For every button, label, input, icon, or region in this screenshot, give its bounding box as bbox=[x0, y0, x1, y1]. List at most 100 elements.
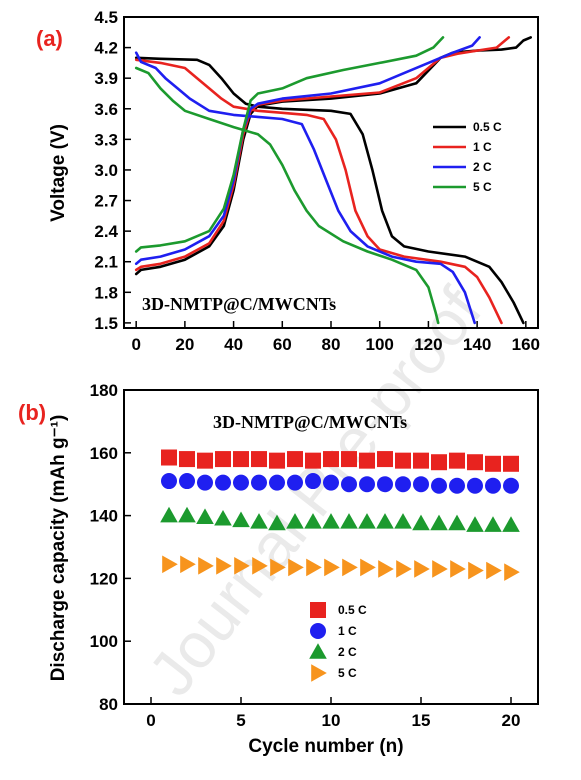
panel-a-ytick-label: 4.5 bbox=[94, 8, 118, 27]
panel-b-series-2-point bbox=[179, 473, 195, 490]
panel-b-series-2-point bbox=[395, 476, 411, 493]
panel-b-series-3-point bbox=[340, 513, 358, 529]
panel-a-legend: 0.5 C 1 C 2 C 5 C bbox=[433, 120, 502, 194]
panel-b-legend-marker bbox=[309, 643, 327, 659]
panel-b-series-3-point bbox=[268, 514, 286, 531]
panel-b-series-2-point bbox=[269, 474, 285, 491]
panel-b-legend-label: 1 C bbox=[338, 624, 357, 638]
panel-a-label: (a) bbox=[36, 26, 63, 51]
panel-a-series-4-charge-line bbox=[134, 36, 445, 253]
panel-b-legend-marker bbox=[310, 623, 326, 639]
panel-b-series-2-point bbox=[503, 477, 519, 494]
panel-b-series-3-point bbox=[448, 514, 466, 531]
panel-b-series-1-point bbox=[449, 452, 465, 469]
panel-b-series-2-point bbox=[377, 476, 393, 493]
panel-b-series-2-point bbox=[485, 477, 501, 494]
panel-b-series-4-point bbox=[252, 557, 268, 575]
panel-a-ytick-label: 2.7 bbox=[94, 192, 118, 211]
panel-a-legend-label: 0.5 C bbox=[473, 120, 502, 134]
panel-b-xtick-label: 5 bbox=[236, 711, 245, 730]
panel-b-series-4-point bbox=[288, 558, 304, 577]
panel-b-series-3-point bbox=[160, 506, 178, 523]
panel-a-ticks: 0 20 40 60 80 100 120 140 160 1.5 1.8 2.1 2.4 2.7 3.0 3… bbox=[94, 8, 540, 354]
panel-b-series-4-point bbox=[468, 561, 484, 580]
panel-b-series-1-point bbox=[179, 451, 195, 468]
panel-b-series-2-point bbox=[287, 474, 303, 491]
panel-b-series-1-point bbox=[269, 452, 285, 469]
panel-b-series-4-point bbox=[306, 558, 322, 577]
panel-b-series-3-point bbox=[322, 513, 340, 529]
panel-b-series-1-point bbox=[503, 455, 519, 472]
panel-b-series-4-point bbox=[216, 557, 232, 575]
panel-b-legend-label: 0.5 C bbox=[338, 603, 367, 617]
panel-b-xtick-label: 10 bbox=[322, 711, 341, 730]
panel-a-ytick-label: 2.4 bbox=[94, 222, 118, 241]
panel-b-series-3-point bbox=[412, 514, 430, 531]
panel-b-series-4-point bbox=[234, 557, 250, 575]
panel-b-series-4-point bbox=[432, 560, 448, 578]
panel-a-xtick-label: 40 bbox=[224, 335, 243, 354]
panel-b-series-4-point bbox=[360, 558, 376, 577]
panel-b-ylabel: Discharge capacity (mAh g⁻¹) bbox=[48, 415, 69, 682]
panel-a-ytick-label: 3.6 bbox=[94, 100, 118, 119]
panel-a-xtick-label: 140 bbox=[463, 335, 491, 354]
panel-a-xtick-label: 0 bbox=[131, 335, 140, 354]
panel-b-series-1-point bbox=[233, 451, 249, 468]
panel-b-ytick-label: 120 bbox=[90, 569, 118, 588]
panel-b-series-2-point bbox=[359, 476, 375, 493]
panel-b-xtick-label: 20 bbox=[502, 711, 521, 730]
panel-b-markers bbox=[160, 449, 520, 581]
panel-a-series-2-charge-line bbox=[134, 36, 511, 272]
panel-b-series-2-point bbox=[251, 474, 267, 491]
panel-a-xtick-label: 20 bbox=[175, 335, 194, 354]
panel-a-ytick-label: 4.2 bbox=[94, 39, 118, 58]
panel-b-series-4-point bbox=[414, 560, 430, 578]
panel-a-legend-label: 1 C bbox=[473, 140, 492, 154]
panel-b-series-2-point bbox=[161, 473, 177, 490]
panel-b-series-4-point bbox=[324, 558, 340, 577]
panel-b-series-1-point bbox=[161, 449, 177, 466]
panel-b-series-1-point bbox=[485, 455, 501, 472]
panel-b-series-4-point bbox=[198, 557, 214, 575]
panel-b-series-4-point bbox=[396, 560, 412, 578]
panel-b-series-1-point bbox=[305, 452, 321, 469]
panel-b-series-4-point bbox=[180, 555, 196, 574]
panel-b-ticks: 0 5 10 15 20 80 100 120 140 160 180 bbox=[90, 381, 521, 730]
panel-b-xtick-label: 15 bbox=[412, 711, 431, 730]
panel-a-legend-label: 2 C bbox=[473, 160, 492, 174]
panel-a-series-4-discharge-line bbox=[134, 66, 440, 325]
panel-b-series-3-point bbox=[394, 513, 412, 529]
panel-b-series-4-point bbox=[378, 560, 394, 578]
panel-b-series-1-point bbox=[359, 452, 375, 469]
panel-b-series-3-point bbox=[304, 513, 322, 529]
panel-b-series-1-point bbox=[413, 452, 429, 469]
panel-a-series-3-discharge-line bbox=[134, 51, 476, 325]
panel-a-legend-label: 5 C bbox=[473, 180, 492, 194]
panel-b-series-3-point bbox=[484, 516, 502, 532]
panel-a-series-1-discharge-line bbox=[134, 56, 525, 325]
panel-b-series-3-point bbox=[502, 516, 520, 532]
panel-b-series-3-point bbox=[376, 513, 394, 529]
panel-b-xlabel: Cycle number (n) bbox=[248, 736, 403, 757]
panel-b-series-2-point bbox=[467, 477, 483, 494]
panel-b-inset-label: 3D-NMTP@C/MWCNTs bbox=[213, 412, 407, 432]
panel-b-series-2-point bbox=[215, 474, 231, 491]
panel-b-ytick-label: 160 bbox=[90, 444, 118, 463]
panel-b-series-3-point bbox=[286, 513, 304, 529]
panel-b-ytick-label: 140 bbox=[90, 507, 118, 526]
panel-b-series-4-point bbox=[162, 555, 178, 574]
panel-b-series-3-point bbox=[250, 513, 268, 529]
panel-b-series-2-point bbox=[305, 473, 321, 490]
panel-b-series-2-point bbox=[413, 476, 429, 493]
panel-a-voltage-profile: 0 20 40 60 80 100 120 140 160 1.5 1.8 2.1 2.4 2.7 3.0 3… bbox=[36, 8, 540, 354]
panel-b-ytick-label: 100 bbox=[90, 632, 118, 651]
panel-b-legend-marker bbox=[310, 602, 326, 618]
panel-b-series-1-point bbox=[395, 452, 411, 469]
panel-a-ytick-label: 3.0 bbox=[94, 161, 118, 180]
panel-b-series-1-point bbox=[287, 451, 303, 468]
panel-a-ylabel: Voltage (V) bbox=[48, 124, 69, 222]
panel-b-legend-marker bbox=[311, 664, 327, 682]
panel-b-series-3-point bbox=[178, 506, 196, 523]
panel-b-series-3-point bbox=[196, 508, 214, 524]
panel-b-legend-label: 5 C bbox=[338, 666, 357, 680]
